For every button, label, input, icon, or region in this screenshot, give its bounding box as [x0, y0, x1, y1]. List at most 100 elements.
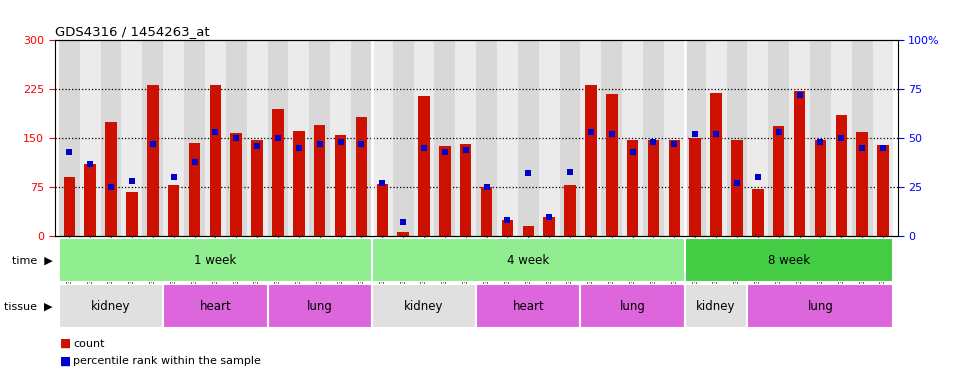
- Bar: [288, 40, 309, 236]
- Bar: [706, 40, 727, 236]
- Bar: [335, 135, 347, 236]
- Text: kidney: kidney: [404, 300, 444, 313]
- Bar: [419, 96, 430, 236]
- Bar: [835, 115, 847, 236]
- Text: heart: heart: [200, 300, 231, 313]
- Bar: [293, 131, 304, 236]
- Bar: [122, 40, 142, 236]
- Bar: [601, 40, 622, 236]
- Bar: [727, 40, 748, 236]
- Bar: [273, 109, 284, 236]
- Bar: [209, 85, 221, 236]
- Text: heart: heart: [513, 300, 544, 313]
- Bar: [230, 133, 242, 236]
- Bar: [435, 40, 455, 236]
- Text: 8 week: 8 week: [768, 254, 810, 266]
- Bar: [748, 40, 768, 236]
- Bar: [794, 91, 805, 236]
- Bar: [684, 40, 706, 236]
- Bar: [752, 189, 763, 236]
- Bar: [80, 40, 101, 236]
- Bar: [455, 40, 476, 236]
- Bar: [789, 40, 810, 236]
- Text: time  ▶: time ▶: [12, 255, 53, 265]
- Bar: [226, 40, 247, 236]
- Bar: [581, 284, 684, 328]
- Bar: [748, 284, 894, 328]
- Text: 1 week: 1 week: [194, 254, 236, 266]
- Bar: [247, 40, 268, 236]
- Text: GDS4316 / 1454263_at: GDS4316 / 1454263_at: [55, 25, 209, 38]
- Bar: [84, 164, 96, 236]
- Bar: [163, 40, 184, 236]
- Bar: [142, 40, 163, 236]
- Bar: [393, 40, 414, 236]
- Bar: [372, 284, 476, 328]
- Bar: [732, 139, 743, 236]
- Text: kidney: kidney: [91, 300, 131, 313]
- Bar: [664, 40, 684, 236]
- Bar: [168, 185, 180, 236]
- Bar: [184, 40, 204, 236]
- Text: count: count: [73, 339, 105, 349]
- Bar: [439, 146, 450, 236]
- Bar: [59, 284, 163, 328]
- Bar: [539, 40, 560, 236]
- Bar: [815, 139, 827, 236]
- Text: kidney: kidney: [696, 300, 735, 313]
- Bar: [189, 143, 201, 236]
- Bar: [63, 177, 75, 236]
- Bar: [163, 284, 268, 328]
- Bar: [101, 40, 122, 236]
- Text: tissue  ▶: tissue ▶: [4, 301, 53, 311]
- Text: ■: ■: [60, 337, 71, 350]
- Text: lung: lung: [307, 300, 332, 313]
- Bar: [59, 238, 372, 282]
- Bar: [517, 40, 539, 236]
- Bar: [877, 145, 889, 236]
- Bar: [830, 40, 852, 236]
- Bar: [852, 40, 873, 236]
- Bar: [147, 85, 158, 236]
- Bar: [330, 40, 351, 236]
- Bar: [684, 284, 748, 328]
- Bar: [314, 125, 325, 236]
- Bar: [268, 40, 288, 236]
- Bar: [502, 220, 514, 236]
- Bar: [476, 284, 581, 328]
- Text: 4 week: 4 week: [507, 254, 549, 266]
- Bar: [581, 40, 601, 236]
- Bar: [351, 40, 372, 236]
- Bar: [684, 238, 894, 282]
- Bar: [397, 232, 409, 236]
- Bar: [59, 40, 80, 236]
- Bar: [689, 138, 701, 236]
- Bar: [522, 227, 534, 236]
- Bar: [873, 40, 894, 236]
- Text: percentile rank within the sample: percentile rank within the sample: [73, 356, 261, 366]
- Bar: [414, 40, 435, 236]
- Bar: [106, 122, 117, 236]
- Bar: [668, 139, 680, 236]
- Bar: [586, 85, 597, 236]
- Bar: [648, 139, 660, 236]
- Bar: [560, 40, 581, 236]
- Bar: [309, 40, 330, 236]
- Text: lung: lung: [807, 300, 833, 313]
- Text: lung: lung: [620, 300, 645, 313]
- Bar: [856, 132, 868, 236]
- Bar: [810, 40, 830, 236]
- Bar: [204, 40, 226, 236]
- Bar: [710, 93, 722, 236]
- Bar: [606, 94, 617, 236]
- Bar: [355, 117, 367, 236]
- Bar: [372, 238, 684, 282]
- Bar: [126, 192, 137, 236]
- Bar: [497, 40, 517, 236]
- Text: ■: ■: [60, 354, 71, 367]
- Bar: [564, 185, 576, 236]
- Bar: [643, 40, 664, 236]
- Bar: [268, 284, 372, 328]
- Bar: [622, 40, 643, 236]
- Bar: [543, 217, 555, 236]
